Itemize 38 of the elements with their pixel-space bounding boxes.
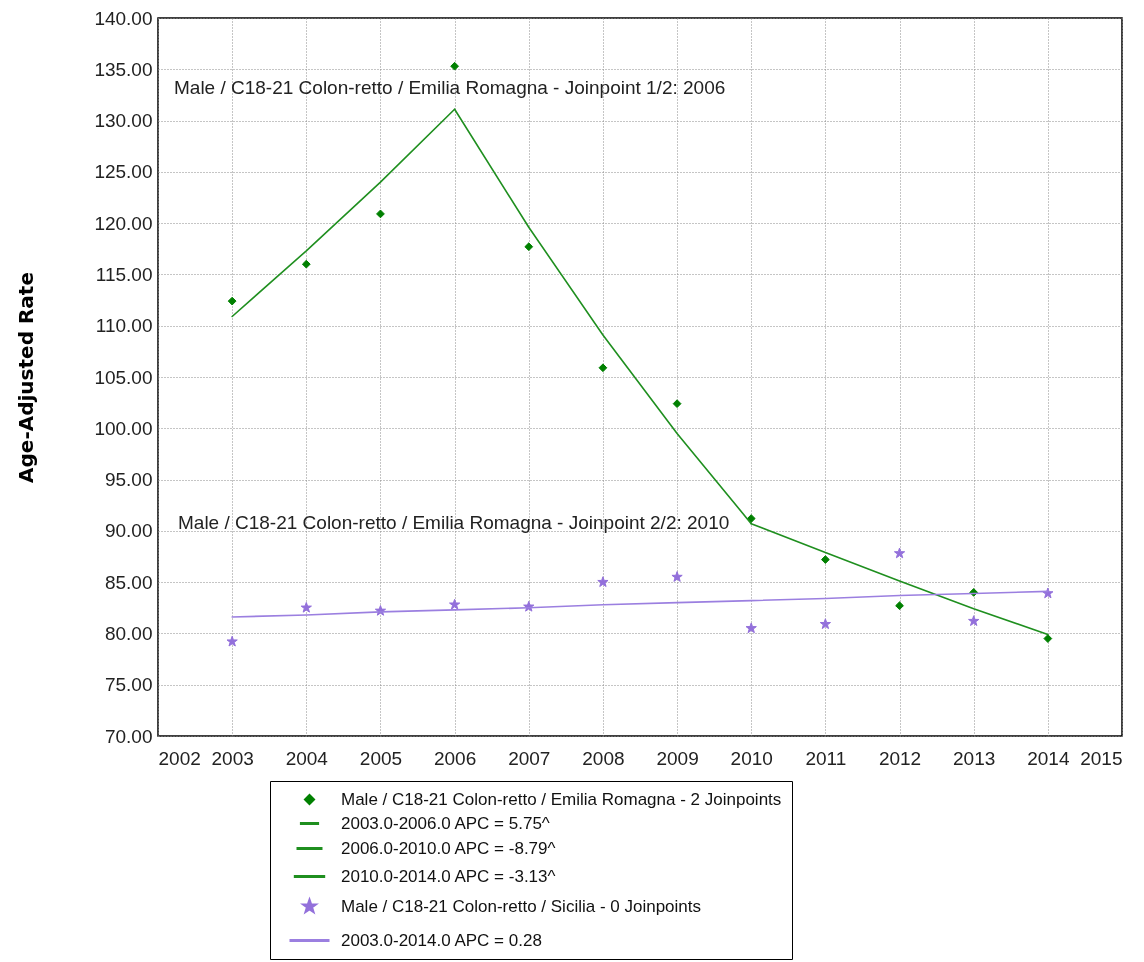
- x-tick-label: 2015: [1080, 747, 1123, 769]
- x-tick-label: 2003: [211, 747, 254, 769]
- x-tick-label: 2002: [158, 747, 201, 769]
- legend-label: Male / C18-21 Colon-retto / Emilia Romagna - 2 Joinpoints: [341, 789, 782, 809]
- x-tick-label: 2005: [359, 747, 403, 769]
- y-tick-label: 95.00: [104, 469, 153, 491]
- x-tick-label: 2008: [582, 747, 625, 769]
- legend-label: Male / C18-21 Colon-retto / Sicilia - 0 Joinpoints: [341, 896, 701, 916]
- x-tick-label: 2006: [433, 747, 477, 769]
- legend-label: 2003.0-2014.0 APC = 0.28: [341, 930, 542, 950]
- y-axis-title: Age-Adjusted Rate: [14, 272, 39, 483]
- x-tick-label: 2009: [656, 747, 699, 769]
- annotation: Male / C18-21 Colon-retto / Emilia Romagna - Joinpoint 1/2: 2006: [174, 77, 726, 98]
- y-tick-label: 120.00: [94, 212, 153, 234]
- y-tick-label: 105.00: [94, 366, 153, 388]
- y-tick-label: 125.00: [94, 161, 153, 183]
- y-tick-label: 135.00: [94, 58, 153, 80]
- y-tick-label: 130.00: [94, 110, 153, 132]
- x-tick-label: 2010: [730, 747, 773, 769]
- y-tick-label: 70.00: [104, 725, 153, 747]
- x-tick-label: 2012: [878, 747, 922, 769]
- y-tick-label: 110.00: [95, 315, 153, 337]
- y-tick-label: 75.00: [104, 674, 153, 696]
- y-tick-label: 80.00: [104, 622, 153, 644]
- annotation: Male / C18-21 Colon-retto / Emilia Romagna - Joinpoint 2/2: 2010: [178, 512, 730, 533]
- x-tick-label: 2013: [953, 747, 996, 769]
- x-tick-label: 2007: [508, 747, 551, 769]
- x-tick-label: 2004: [285, 747, 329, 769]
- x-tick-label: 2011: [805, 747, 847, 769]
- legend-label: 2006.0-2010.0 APC = -8.79^: [341, 838, 556, 858]
- y-tick-label: 85.00: [104, 571, 153, 593]
- y-tick-label: 90.00: [104, 520, 153, 542]
- legend-label: 2003.0-2006.0 APC = 5.75^: [341, 813, 550, 833]
- y-tick-label: 100.00: [94, 417, 153, 439]
- x-tick-label: 2014: [1027, 747, 1070, 769]
- y-tick-label: 115.00: [95, 263, 153, 285]
- legend-label: 2010.0-2014.0 APC = -3.13^: [341, 866, 556, 886]
- y-tick-label: 140.00: [94, 7, 153, 29]
